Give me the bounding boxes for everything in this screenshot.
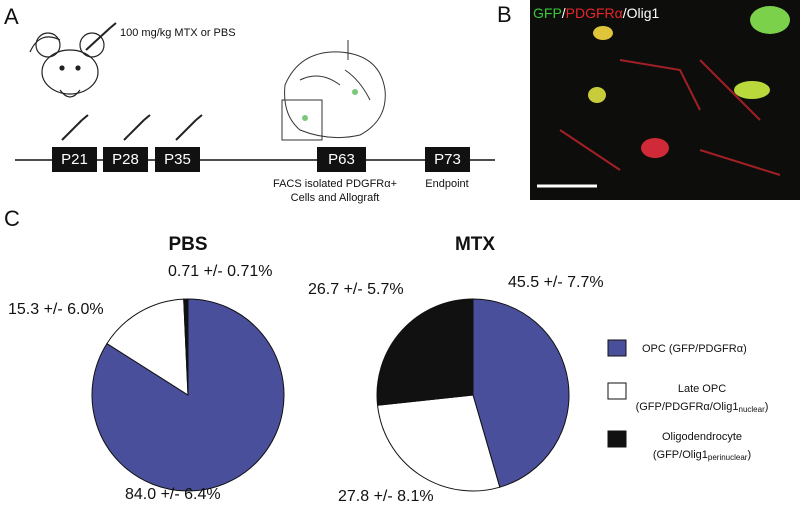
pie-slice — [106, 298, 189, 396]
brain-section — [281, 40, 386, 141]
timepoint-label: P63 — [328, 151, 355, 168]
label-part: GFP — [533, 5, 562, 21]
value-label: 0.71 +/- 0.71% — [168, 263, 273, 280]
image-label: GFP/PDGFRα/Olig1 — [533, 5, 660, 21]
timepoint-box — [103, 147, 148, 172]
timepoint-label: P35 — [164, 151, 191, 168]
legend-note-end: ) — [747, 449, 751, 461]
micrograph-cells — [559, 6, 790, 176]
timepoint-label: P21 — [61, 151, 88, 168]
timepoint-box — [155, 147, 200, 172]
legend-note-text: (GFP/PDGFRα/Olig1 — [636, 401, 739, 413]
timepoint-label: P73 — [434, 151, 461, 168]
pie-slice — [183, 298, 189, 396]
timepoint-box — [317, 147, 366, 172]
legend-swatch — [607, 339, 627, 357]
legend-label: Late OPC — [678, 383, 726, 395]
panel-label: C — [4, 206, 20, 231]
value-label: 26.7 +/- 5.7% — [308, 281, 404, 298]
value-label: 45.5 +/- 7.7% — [508, 274, 604, 291]
legend-note-end: ) — [765, 401, 769, 413]
pie-slice — [376, 298, 474, 406]
legend-label: Oligodendrocyte — [662, 431, 742, 443]
facs-label: FACS isolated PDGFRα+ — [273, 178, 397, 190]
label-part: / — [562, 5, 566, 21]
legend-swatch — [607, 430, 627, 448]
legend-note-sub: nuclear — [739, 405, 766, 414]
legend-swatch — [607, 382, 627, 400]
pie-slice — [376, 394, 501, 492]
mouse — [29, 32, 105, 98]
pie-slice — [91, 298, 285, 492]
facs-label: Cells and Allograft — [291, 192, 380, 204]
timepoint-box — [52, 147, 97, 172]
legend-note-text: (GFP/Olig1 — [653, 449, 708, 461]
timepoint-box — [425, 147, 470, 172]
legend-note: (GFP/Olig1perinuclear) — [653, 449, 751, 462]
panel-label: B — [497, 2, 512, 27]
value-label: 84.0 +/- 6.4% — [125, 486, 221, 503]
value-label: 15.3 +/- 6.0% — [8, 301, 104, 318]
legend-note: (GFP/PDGFRα/Olig1nuclear) — [636, 401, 769, 414]
pie-title: PBS — [168, 234, 207, 255]
legend-label: OPC (GFP/PDGFRα) — [642, 343, 747, 355]
endpoint-label: Endpoint — [425, 178, 468, 190]
syringe — [61, 22, 203, 141]
label-part: /Olig1 — [623, 5, 660, 21]
panel-label: A — [4, 4, 19, 29]
pie-title: MTX — [455, 234, 495, 255]
timepoint-label: P28 — [112, 151, 139, 168]
value-label: 27.8 +/- 8.1% — [338, 488, 434, 505]
dose-label: 100 mg/kg MTX or PBS — [120, 27, 236, 39]
legend-note-sub: perinuclear — [708, 453, 748, 462]
label-part: PDGFRα — [566, 5, 623, 21]
pie-slice — [472, 298, 570, 488]
